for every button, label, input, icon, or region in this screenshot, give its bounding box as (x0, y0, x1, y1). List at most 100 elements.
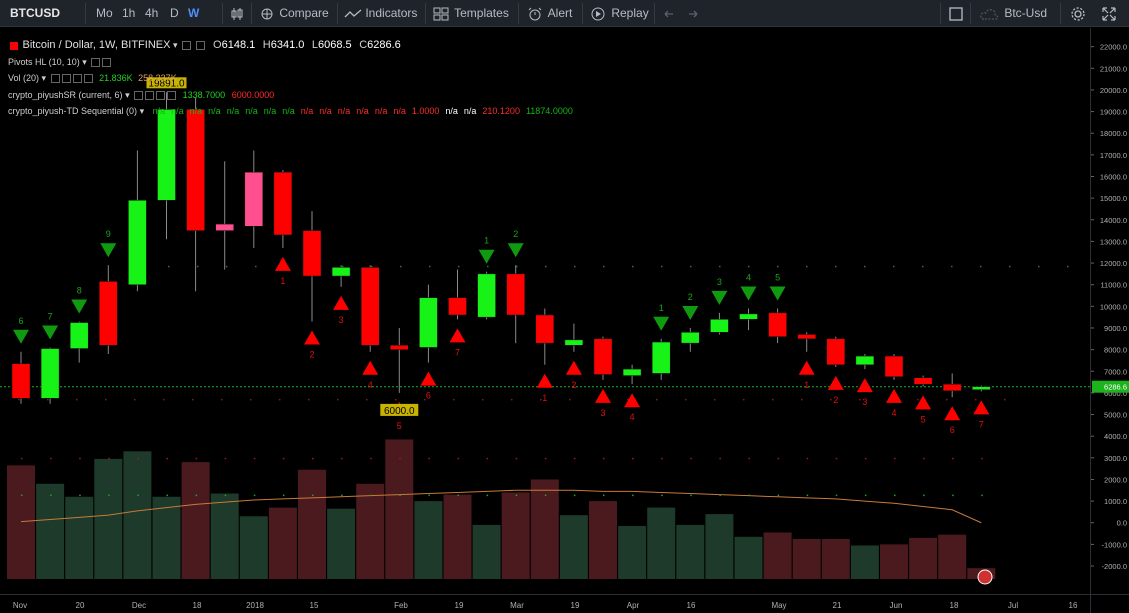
sr-value-2: 6000.0000 (231, 90, 275, 100)
volume-pane-dot (894, 494, 896, 497)
price-tick-label: 22000.0 (1100, 43, 1127, 52)
sr-level-dot (429, 265, 431, 268)
toolbar-divider (337, 3, 338, 24)
volume-bar (123, 451, 152, 579)
td-count-label: 1 (280, 276, 285, 286)
interval-mo[interactable]: Mo (96, 6, 113, 20)
support-level-dot (337, 398, 339, 401)
volume-bar (850, 545, 879, 579)
volume-bar (94, 458, 123, 579)
chevron-down-icon[interactable]: ▾ (82, 57, 87, 67)
price-tick-label: 16000.0 (1100, 172, 1127, 181)
last-price-label: 6286.6 (1104, 383, 1127, 392)
td-value: n/a (189, 106, 203, 116)
volume-title[interactable]: Vol (20) (8, 73, 40, 83)
sr-title[interactable]: crypto_piyushSR (current, 6) (8, 90, 123, 100)
td-sell-triangle (13, 329, 29, 344)
sr-level-dot (516, 265, 518, 268)
hide-indicator-icon[interactable] (91, 58, 101, 68)
indicator-settings-icon[interactable] (102, 58, 112, 68)
volume-pane-dot (573, 494, 576, 497)
price-tick-label: 4000.0 (1104, 432, 1127, 441)
sr-level-dot (487, 265, 489, 268)
td-value: n/a (356, 106, 369, 116)
price-tick-label: 9000.0 (1104, 324, 1127, 333)
volume-pane-dot (719, 457, 721, 460)
support-level-dot (569, 398, 571, 401)
volume-pane-dot (195, 457, 198, 460)
volume-pane-dot (79, 457, 81, 460)
volume-pane-dot (719, 494, 721, 497)
maximize-button[interactable] (1101, 0, 1117, 27)
td-value: n/a (245, 106, 258, 116)
replay-button[interactable]: Replay (590, 0, 649, 27)
support-level-dot (163, 398, 165, 401)
undo-button[interactable] (662, 0, 676, 27)
interval-4h[interactable]: 4h (145, 6, 159, 20)
td-buy-triangle (362, 360, 379, 375)
support-level-dot (1004, 398, 1006, 401)
alert-label: Alert (547, 6, 573, 20)
series-title[interactable]: Bitcoin / Dollar, 1W, BITFINEX (22, 39, 171, 51)
volume-pane-dot (428, 494, 430, 497)
compare-button[interactable]: Compare (258, 0, 329, 27)
price-axis[interactable]: 22000.0 21000.0 20000.0 19000.0 18000.0 17000… (1090, 28, 1129, 594)
time-tick-label: Mar (510, 601, 524, 610)
price-tick-label: 6000.0 (1104, 389, 1127, 398)
indicator-settings-icon[interactable] (145, 91, 155, 101)
pivots-title[interactable]: Pivots HL (10, 10) (8, 57, 80, 67)
pivots-legend: Pivots HL (10, 10) ▾ (8, 57, 112, 68)
templates-button[interactable]: Templates (433, 0, 509, 27)
td-buy-triangle (944, 406, 961, 421)
candle-body (622, 368, 642, 376)
indicator-settings-icon[interactable] (61, 74, 71, 84)
candle-body (739, 313, 758, 320)
fullscreen-button[interactable] (949, 0, 963, 27)
add-icon[interactable] (156, 91, 166, 101)
td-sell-triangle (42, 325, 59, 340)
add-icon[interactable] (72, 74, 82, 84)
td-count-label: 5 (775, 273, 780, 283)
td-count-label: 7 (48, 311, 53, 321)
chart-style-button[interactable] (230, 0, 244, 27)
support-level-dot (772, 398, 774, 401)
interval-w[interactable]: W (188, 6, 200, 20)
td-buy-triangle (333, 295, 350, 310)
chevron-down-icon[interactable]: ▾ (125, 90, 130, 100)
hide-indicator-icon[interactable] (134, 91, 144, 101)
time-tick-label: 21 (833, 601, 842, 610)
interval-1h[interactable]: 1h (122, 6, 136, 20)
redo-button[interactable] (686, 0, 700, 27)
td-count-label: 3 (600, 408, 605, 418)
settings-button[interactable] (1070, 0, 1086, 27)
layout-button[interactable]: Btc-Usd (979, 0, 1047, 27)
volume-pane-dot (224, 457, 227, 460)
time-axis[interactable]: Nov 20 Dec 18 2018 15 Feb 19 Mar 19 Apr 16 May 21 Jun 1… (0, 594, 1090, 613)
indicators-button[interactable]: Indicators (344, 0, 417, 27)
symbol-search[interactable]: BTCUSD (10, 6, 60, 20)
price-chart[interactable]: 6 7 8 9 1 2 3 4 5 6 7 1 2 1 2 3 4 1 2 3 4 5 1 2 3 4 5 6 7 19891.0 6000… (0, 28, 1127, 594)
close-icon[interactable] (167, 91, 177, 101)
time-tick-label: 18 (193, 601, 202, 610)
td-count-label: 4 (630, 412, 635, 422)
series-settings-icon[interactable] (195, 41, 205, 51)
td-buy-triangle (274, 256, 291, 271)
td-count-label: 5 (921, 414, 926, 424)
hide-series-icon[interactable] (182, 41, 192, 51)
chart-pane[interactable]: 6 7 8 9 1 2 3 4 5 6 7 1 2 1 2 3 4 1 2 3 4 5 1 2 3 4 5 6 7 19891.0 6000… (0, 28, 1127, 594)
toolbar-divider (222, 3, 223, 24)
td-buy-triangle (595, 388, 611, 403)
chevron-down-icon[interactable]: ▾ (41, 73, 47, 83)
td-title[interactable]: crypto_piyush-TD Sequential (0) (8, 106, 138, 116)
series-menu-chevron-icon[interactable]: ▾ (172, 40, 178, 50)
volume-pane-dot (486, 457, 489, 460)
volume-pane-dot (399, 494, 401, 497)
alert-button[interactable]: Alert (527, 0, 572, 27)
volume-bar (356, 483, 385, 579)
hide-indicator-icon[interactable] (50, 74, 60, 84)
close-icon[interactable] (83, 74, 93, 84)
interval-d[interactable]: D (170, 6, 179, 20)
chevron-down-icon[interactable]: ▾ (139, 106, 145, 116)
notification-avatar-icon[interactable] (977, 569, 993, 585)
support-level-dot (279, 398, 281, 401)
